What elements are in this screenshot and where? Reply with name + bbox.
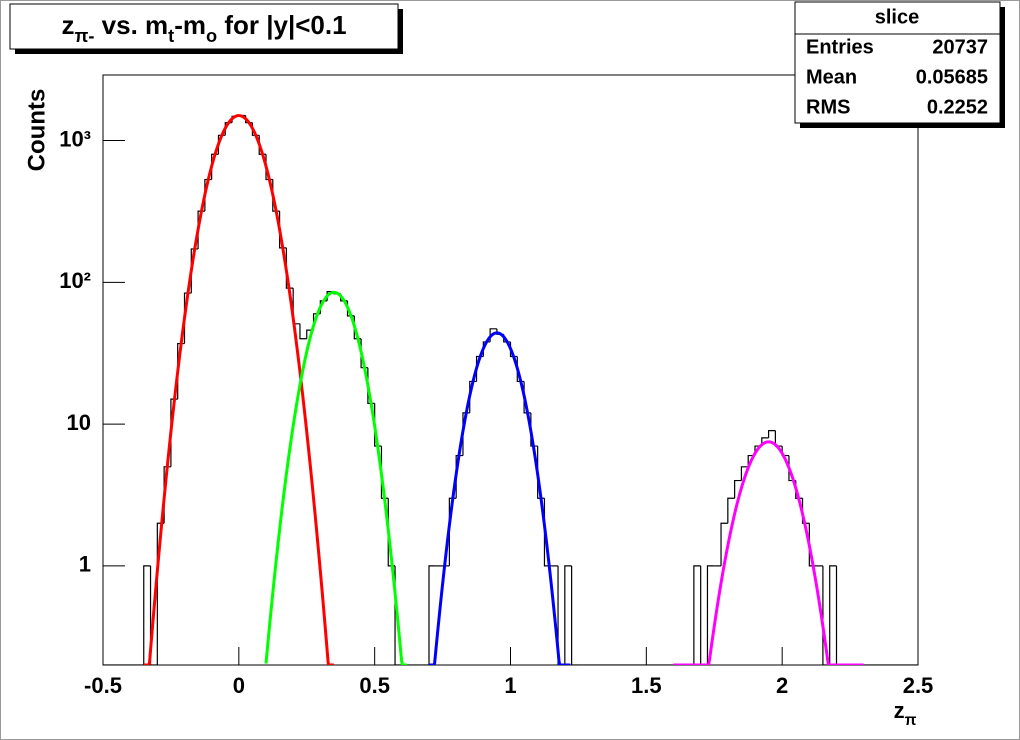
histogram-bin <box>801 498 810 524</box>
x-tick-label: 1 <box>504 673 516 698</box>
text-part: z <box>894 698 905 723</box>
histogram-bin <box>720 522 728 566</box>
text-part: π <box>905 712 917 729</box>
title-box <box>9 3 399 50</box>
histogram-bin <box>557 565 565 665</box>
text-part: z <box>61 10 74 40</box>
stats-value: 20737 <box>932 36 988 58</box>
histogram-bin <box>571 565 579 665</box>
histogram-bin <box>428 565 436 665</box>
stats-title: slice <box>875 6 919 28</box>
text-part: -m <box>174 10 206 40</box>
histogram-bin <box>564 565 572 665</box>
histogram-bin <box>767 430 776 438</box>
y-tick-label: 10³ <box>59 126 91 151</box>
fit-curve <box>673 440 864 665</box>
histogram-bin <box>740 466 749 481</box>
fit-curve <box>143 114 334 665</box>
text-part: o <box>206 26 217 46</box>
histogram-bin <box>727 497 735 524</box>
y-tick-label: 10 <box>67 410 91 435</box>
stats-value: 0.2252 <box>927 96 988 118</box>
fit-curve <box>429 331 571 665</box>
x-tick-label: -0.5 <box>84 673 122 698</box>
histogram-bin <box>299 323 307 340</box>
text-part: vs. m <box>94 10 168 40</box>
y-tick-label: 1 <box>79 552 91 577</box>
x-axis-label: zπ <box>894 698 917 729</box>
text-part: for |y|<0.1 <box>217 10 346 40</box>
histogram-bin <box>734 479 742 499</box>
x-tick-label: 2 <box>776 673 788 698</box>
plot-frame <box>102 74 919 666</box>
y-tick-label: 10² <box>59 268 91 293</box>
plot-area <box>103 114 918 665</box>
chart-title: zπ- vs. mt-mo for |y|<0.1 <box>61 10 346 46</box>
histogram-bin <box>149 565 158 665</box>
stats-value: 0.05685 <box>916 66 988 88</box>
histogram-bin <box>693 565 701 665</box>
histogram-bin <box>706 565 715 665</box>
text-part: t <box>168 26 174 46</box>
stats-label: Mean <box>806 66 857 88</box>
text-part: π- <box>74 26 94 46</box>
stats-label: RMS <box>806 96 850 118</box>
fit-curve <box>264 290 408 665</box>
stats-label: Entries <box>806 36 874 58</box>
y-axis-label: Counts <box>23 89 50 172</box>
x-tick-label: 0 <box>233 673 245 698</box>
histogram-bin <box>829 565 837 665</box>
histogram-bin <box>835 565 844 665</box>
histogram-bin <box>700 565 708 665</box>
histogram-bin <box>822 565 830 665</box>
histogram-bin <box>143 565 151 665</box>
x-tick-label: 1.5 <box>631 673 662 698</box>
x-tick-label: 0.5 <box>359 673 390 698</box>
stats-box <box>794 1 1001 124</box>
x-tick-label: 2.5 <box>903 673 934 698</box>
